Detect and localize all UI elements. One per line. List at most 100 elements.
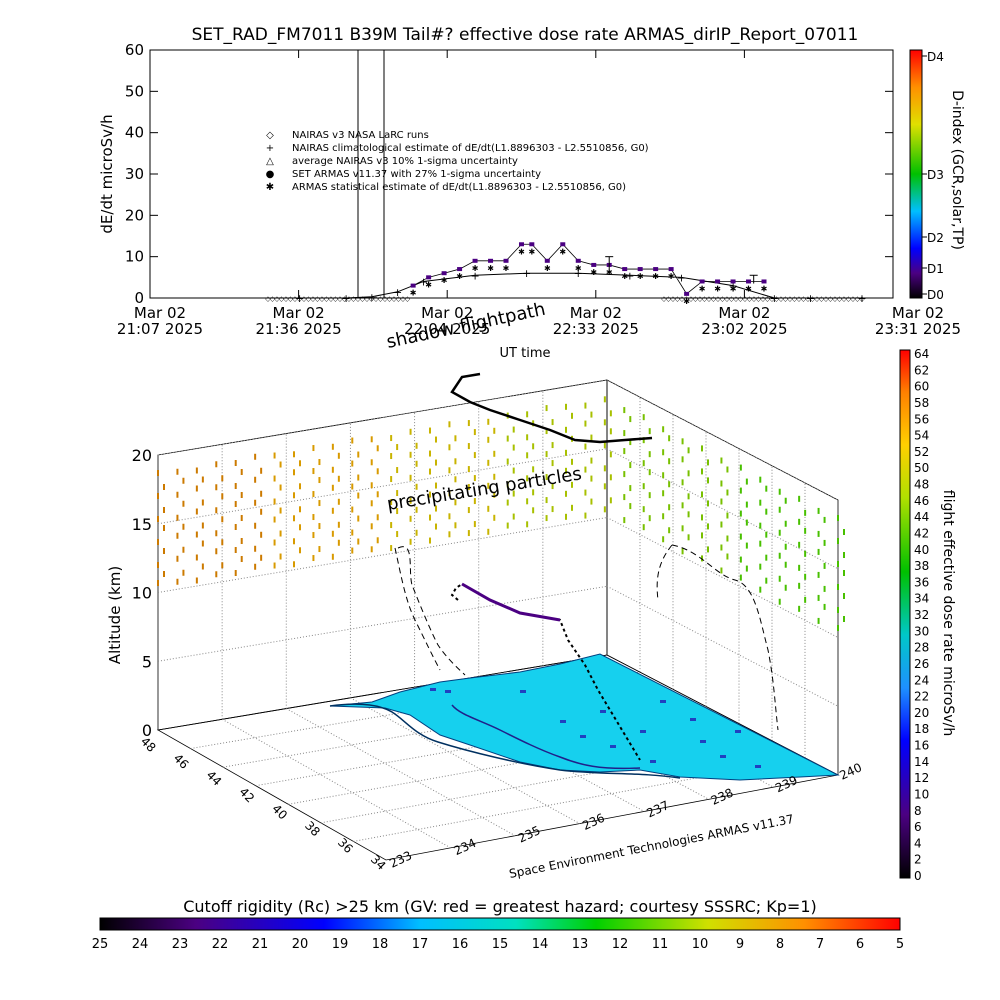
baseline-marker: ◇ [319, 295, 325, 303]
map-speckle [430, 688, 436, 691]
cutoff-tick-label: 14 [532, 937, 549, 952]
legend-symbol: ● [266, 169, 275, 180]
rate-tick-label: 2 [914, 853, 922, 867]
cutoff-tick-label: 19 [332, 937, 349, 952]
nairas-climatology-line [299, 272, 863, 299]
x-tick-label-time: 23:31 2025 [875, 320, 961, 338]
rate-tick-label: 32 [914, 608, 929, 622]
map-speckle [600, 710, 606, 713]
baseline-marker: ◇ [792, 295, 798, 303]
dashed-envelope-right-2 [656, 544, 673, 601]
baseline-marker: ◇ [265, 295, 271, 303]
cutoff-tick-label: 9 [736, 937, 744, 952]
baseline-marker: ◇ [841, 295, 847, 303]
rate-tick-label: 58 [914, 396, 929, 410]
armas-stat-point: ✱ [699, 284, 706, 293]
cutoff-tick-label: 25 [92, 937, 109, 952]
altitude-tick-label: 0 [142, 721, 152, 740]
cutoff-tick-label: 10 [692, 937, 709, 952]
baseline-marker: ◇ [306, 295, 312, 303]
baseline-marker: ◇ [796, 295, 802, 303]
map-speckle [755, 765, 761, 768]
baseline-marker: ◇ [661, 295, 667, 303]
baseline-marker: ◇ [679, 295, 685, 303]
map-speckles [430, 688, 761, 768]
legend-symbol: ✱ [266, 182, 274, 193]
credit-text: Space Environment Technologies ARMAS v11… [508, 812, 795, 881]
armas-point [560, 242, 566, 247]
y-tick-label: 60 [125, 41, 144, 59]
cutoff-tick-label: 8 [776, 937, 784, 952]
latitude-tick-label: 46 [171, 751, 192, 772]
armas-stat-point: ✱ [575, 264, 582, 273]
baseline-marker: ◇ [711, 295, 717, 303]
baseline-marker: ◇ [832, 295, 838, 303]
nairas-point: + [522, 267, 531, 280]
baseline-marker: ◇ [805, 295, 811, 303]
armas-stat-point: ✱ [544, 264, 551, 273]
armas-stat-point: ✱ [668, 272, 675, 281]
rate-tick-label: 56 [914, 412, 929, 426]
y-tick-label: 20 [125, 206, 144, 224]
nairas-point: + [770, 292, 779, 305]
baseline-marker: ◇ [850, 295, 856, 303]
rate-tick-label: 0 [914, 869, 922, 883]
cutoff-ticks: 25 24 23 22 21 20 19 18 17 16 15 14 13 12 11 10 9 8 7 6 5 [92, 937, 904, 952]
rate-tick-label: 26 [914, 657, 929, 671]
rate-tick-label: 6 [914, 820, 922, 834]
d-index-tick-label: D3 [927, 168, 944, 182]
rate-tick-label: 44 [914, 510, 929, 524]
baseline-marker: ◇ [342, 295, 348, 303]
rate-ticks: 0246810121416182022242628303234363840424… [914, 347, 929, 883]
cutoff-colorbar-label: Cutoff rigidity (Rc) >25 km (GV: red = g… [183, 897, 817, 916]
baseline-marker: ◇ [774, 295, 780, 303]
baseline-marker: ◇ [400, 295, 406, 303]
dashed-envelope-left [397, 546, 466, 676]
figure-title: SET_RAD_FM7011 B39M Tail#? effective dos… [192, 25, 859, 45]
armas-point [591, 262, 597, 267]
longitude-tick-label: 235 [516, 823, 543, 845]
nairas-point: + [341, 292, 350, 305]
baseline-marker: ◇ [270, 295, 276, 303]
baseline-marker: ◇ [697, 295, 703, 303]
baseline-marker: ◇ [756, 295, 762, 303]
y-axis-ticks: 0 10 20 30 40 50 60 [125, 41, 893, 307]
armas-stat-point: ✱ [472, 264, 479, 273]
y-axis-label: dE/dt microSv/h [98, 114, 116, 233]
legend-entry: ARMAS statistical estimate of dE/dt(L1.8… [292, 182, 626, 193]
map-speckle [650, 760, 656, 763]
cutoff-tick-label: 5 [896, 937, 904, 952]
legend-entry: NAIRAS climatological estimate of dE/dt(… [292, 143, 649, 154]
legend-entry: NAIRAS v3 NASA LaRC runs [292, 130, 429, 141]
armas-point [441, 271, 447, 276]
armas-stat-point: ✱ [487, 264, 494, 273]
baseline-marker: ◇ [396, 295, 402, 303]
cutoff-tick-label: 21 [252, 937, 269, 952]
baseline-marker: ◇ [823, 295, 829, 303]
nairas-point: + [806, 292, 815, 305]
longitude-tick-label: 240 [837, 760, 864, 782]
baseline-marker: ◇ [405, 295, 411, 303]
armas-stat-point: ✱ [714, 284, 721, 293]
latitude-tick-label: 38 [302, 819, 323, 840]
legend-entry: SET ARMAS v11.37 with 27% 1-sigma uncert… [292, 169, 541, 180]
rate-tick-label: 18 [914, 722, 929, 736]
baseline-marker: ◇ [670, 295, 676, 303]
baseline-marker: ◇ [288, 295, 294, 303]
baseline-marker: ◇ [346, 295, 352, 303]
latitude-tick-label: 34 [368, 852, 389, 873]
rate-tick-label: 22 [914, 690, 929, 704]
baseline-marker: ◇ [742, 295, 748, 303]
nairas-point: + [728, 280, 737, 293]
cutoff-tick-label: 6 [856, 937, 864, 952]
baseline-marker: ◇ [729, 295, 735, 303]
armas-point [730, 279, 736, 284]
altitude-tick-label: 5 [142, 652, 152, 671]
baseline-marker: ◇ [378, 295, 384, 303]
rate-tick-label: 24 [914, 673, 929, 687]
cutoff-tick-label: 17 [412, 937, 429, 952]
armas-point [699, 279, 705, 284]
cutoff-tick-label: 12 [612, 937, 629, 952]
nairas-point: + [625, 269, 634, 282]
